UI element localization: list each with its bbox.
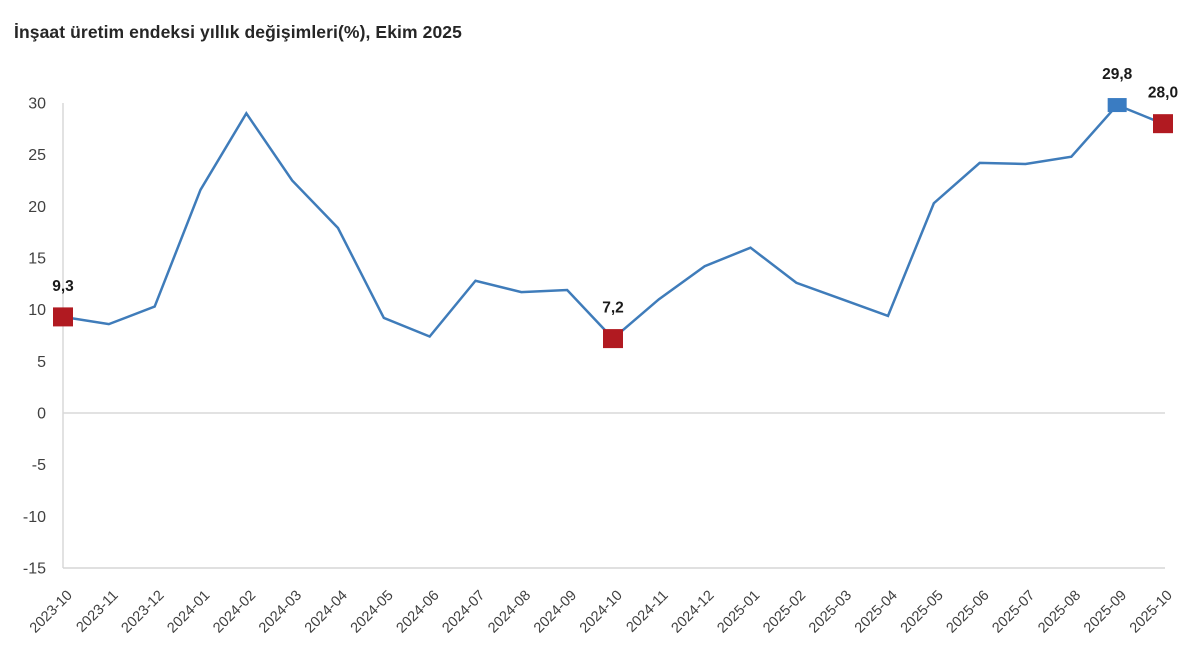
x-tick-label: 2025-03 — [806, 588, 855, 637]
y-tick-label: -10 — [23, 509, 46, 526]
x-tick-label: 2024-06 — [394, 588, 443, 637]
y-tick-label: 30 — [28, 96, 46, 113]
y-tick-label: 10 — [28, 302, 46, 319]
data-point-label: 29,8 — [1102, 66, 1133, 83]
x-tick-label: 2024-02 — [210, 588, 259, 637]
x-tick-label: 2024-07 — [439, 588, 488, 637]
x-tick-label: 2025-05 — [898, 588, 947, 637]
x-tick-label: 2024-12 — [669, 588, 718, 637]
x-tick-label: 2023-12 — [119, 588, 168, 637]
data-point-label: 7,2 — [602, 300, 624, 317]
y-tick-label: -15 — [23, 561, 46, 578]
x-tick-label: 2025-10 — [1127, 588, 1176, 637]
highlight-markers: 9,3 7,2 29,8 28,0 — [52, 66, 1178, 349]
x-tick-label: 2024-08 — [485, 588, 534, 637]
axes-group — [62, 103, 1165, 569]
y-tick-label: -5 — [32, 457, 46, 474]
x-tick-label: 2024-09 — [531, 588, 580, 637]
red-square-marker — [1153, 114, 1173, 134]
data-point-label: 28,0 — [1148, 85, 1178, 102]
y-tick-label: 0 — [37, 406, 46, 423]
x-tick-label: 2024-05 — [348, 588, 397, 637]
x-tick-label: 2024-10 — [577, 588, 626, 637]
x-tick-label: 2025-01 — [714, 588, 763, 637]
x-tick-label: 2024-11 — [623, 588, 671, 636]
x-tick-label: 2025-09 — [1081, 588, 1130, 637]
chart-title: İnşaat üretim endeksi yıllık değişimleri… — [14, 22, 462, 42]
red-square-marker — [53, 307, 73, 327]
x-axis-labels: 2023-102023-112023-122024-012024-022024-… — [27, 588, 1176, 637]
y-tick-label: 20 — [28, 199, 46, 216]
x-tick-label: 2025-02 — [760, 588, 809, 637]
x-tick-label: 2025-08 — [1035, 588, 1084, 637]
x-tick-label: 2025-06 — [944, 588, 993, 637]
x-tick-label: 2024-03 — [256, 588, 305, 637]
y-tick-label: 25 — [28, 147, 46, 164]
x-tick-label: 2025-04 — [852, 588, 901, 637]
x-tick-label: 2024-04 — [302, 588, 351, 637]
x-tick-label: 2025-07 — [989, 588, 1038, 637]
x-tick-label: 2024-01 — [164, 588, 213, 637]
x-tick-label: 2023-10 — [27, 588, 76, 637]
data-point-label: 9,3 — [52, 278, 74, 295]
y-axis-labels: 30 25 20 15 10 5 0 -5 -10 -15 — [23, 96, 46, 578]
red-square-marker — [603, 329, 623, 349]
y-tick-label: 5 — [37, 354, 46, 371]
y-tick-label: 15 — [28, 251, 46, 268]
x-tick-label: 2023-11 — [73, 588, 121, 636]
blue-square-marker — [1107, 98, 1127, 113]
